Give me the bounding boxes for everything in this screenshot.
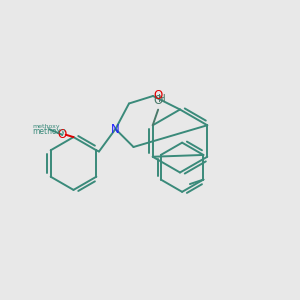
Text: N: N [110,123,119,136]
Text: methoxy: methoxy [32,124,60,129]
Text: O: O [154,89,163,102]
Text: methoxy: methoxy [32,127,65,136]
Text: H: H [158,94,166,104]
Text: O: O [57,128,66,141]
Text: O: O [154,94,163,107]
